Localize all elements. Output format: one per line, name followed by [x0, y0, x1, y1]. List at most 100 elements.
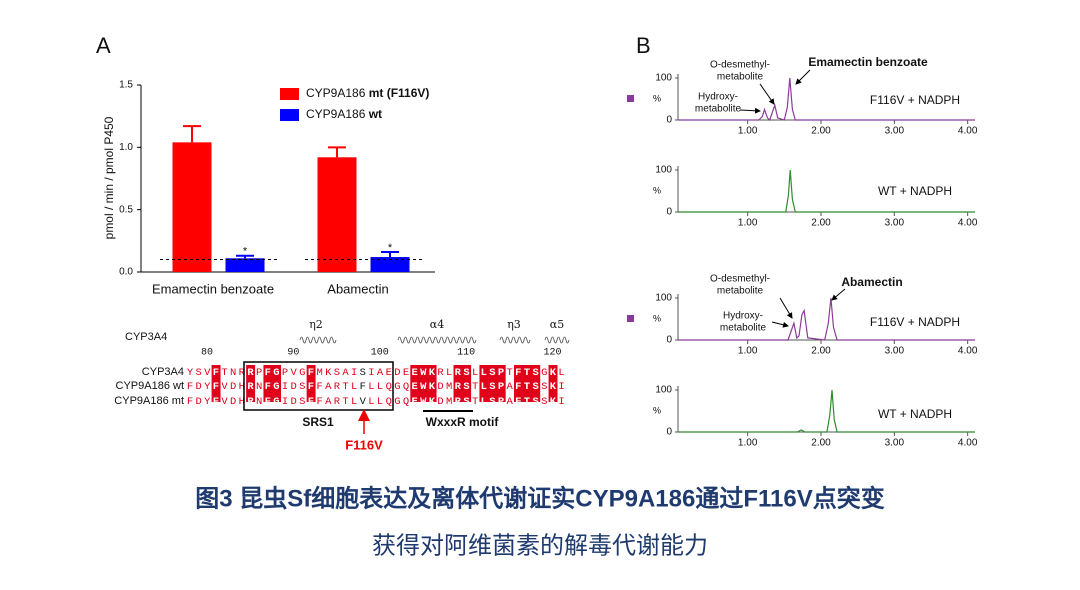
x-tick-label: 4.00 [958, 218, 978, 229]
y-tick-label: 0 [666, 115, 672, 126]
sequence-name: CYP9A186 wt [116, 380, 184, 392]
identity-bg [548, 365, 558, 402]
trace [678, 389, 975, 433]
arrow [771, 321, 789, 328]
identity-bg [462, 365, 472, 402]
residue-number: 80 [201, 348, 213, 359]
y-tick-label: 0.0 [119, 267, 133, 278]
x-tick-label: 1.00 [738, 218, 758, 229]
annotation: metabolite [695, 104, 742, 115]
structure-label: η3 [507, 318, 521, 331]
srs1-box [243, 361, 394, 411]
caption: 获得对阿维菌素的解毒代谢能力 [372, 532, 708, 559]
identity-bg [496, 365, 506, 402]
annotation: Hydroxy- [723, 311, 763, 322]
trace [678, 77, 975, 122]
annotation: O-desmethyl- [710, 60, 770, 71]
residue-number: 90 [287, 348, 299, 359]
helix [299, 336, 337, 344]
y-axis-label: % [653, 185, 661, 195]
x-tick-label: 3.00 [885, 438, 905, 449]
annotation: WxxxR motif [426, 415, 500, 429]
legend-swatch [280, 109, 299, 121]
legend-label: CYP9A186 wt [306, 107, 382, 121]
identity-bg [272, 365, 282, 402]
identity-bg [211, 365, 221, 402]
x-tick-label: 3.00 [885, 346, 905, 357]
annotation: Abamectin [841, 275, 902, 289]
y-axis-label: % [653, 93, 661, 103]
identity-bg [522, 365, 532, 402]
bar [172, 142, 212, 272]
annotation: Hydroxy- [698, 92, 738, 103]
x-tick-label: 2.00 [811, 126, 831, 137]
y-axis-label: % [653, 313, 661, 323]
x-tick-label: Emamectin benzoate [152, 281, 274, 296]
identity-bg [514, 365, 523, 402]
annotation: metabolite [720, 323, 767, 334]
identity-bg [418, 365, 428, 402]
y-tick-label: 100 [655, 293, 672, 304]
alignment-header: CYP3A4 [125, 331, 167, 343]
y-tick-label: 100 [655, 385, 672, 396]
x-tick-label: 4.00 [958, 126, 978, 137]
trace [678, 297, 975, 341]
y-axis-label: % [653, 405, 661, 415]
helix [397, 336, 477, 344]
annotation: F116V + NADPH [870, 315, 960, 329]
x-tick-label: 4.00 [958, 438, 978, 449]
bar [370, 257, 410, 272]
panel-label: B [636, 33, 651, 58]
y-tick-label: 1.0 [119, 142, 133, 153]
trace [678, 169, 975, 213]
x-tick-label: 1.00 [738, 126, 758, 137]
annotation: metabolite [717, 286, 764, 297]
annotation: WT + NADPH [878, 184, 952, 198]
bar [225, 258, 265, 272]
x-tick-label: 2.00 [811, 218, 831, 229]
identity-bg [531, 365, 541, 402]
identity-bg [263, 365, 273, 402]
x-tick-label: 3.00 [885, 126, 905, 137]
annotation: Emamectin benzoate [808, 55, 928, 69]
x-tick-label: 4.00 [958, 346, 978, 357]
arrow [831, 288, 846, 301]
x-tick-label: Abamectin [327, 281, 388, 296]
residue-number: 120 [544, 348, 562, 359]
significance: * [388, 242, 393, 254]
x-tick-label: 3.00 [885, 218, 905, 229]
residue-number: 110 [457, 348, 475, 359]
x-tick-label: 1.00 [738, 438, 758, 449]
x-tick-label: 2.00 [811, 438, 831, 449]
identity-bg [410, 365, 420, 402]
annotation: F116V [345, 437, 383, 452]
helix [544, 336, 570, 344]
y-tick-label: 1.5 [119, 80, 133, 91]
identity-bg [479, 365, 489, 402]
y-tick-label: 100 [655, 73, 672, 84]
annotation: WT + NADPH [878, 407, 952, 421]
structure-label: η2 [309, 318, 323, 331]
sequence-name: CYP9A186 mt [114, 395, 184, 407]
x-tick-label: 2.00 [811, 346, 831, 357]
annotation: F116V + NADPH [870, 93, 960, 107]
identity-bg [246, 365, 256, 402]
identity-bg [427, 365, 437, 402]
helix [499, 336, 531, 344]
sequence-name: CYP3A4 [142, 366, 184, 378]
arrow [739, 107, 761, 114]
marker [627, 315, 634, 322]
bar [317, 157, 357, 272]
annotation: metabolite [717, 72, 764, 83]
significance: * [243, 246, 248, 258]
arrow [779, 297, 793, 319]
residue-number: 100 [371, 348, 389, 359]
annotation: O-desmethyl- [710, 274, 770, 285]
legend-swatch [280, 88, 299, 100]
y-tick-label: 0.5 [119, 204, 133, 215]
structure-label: α5 [550, 318, 564, 331]
